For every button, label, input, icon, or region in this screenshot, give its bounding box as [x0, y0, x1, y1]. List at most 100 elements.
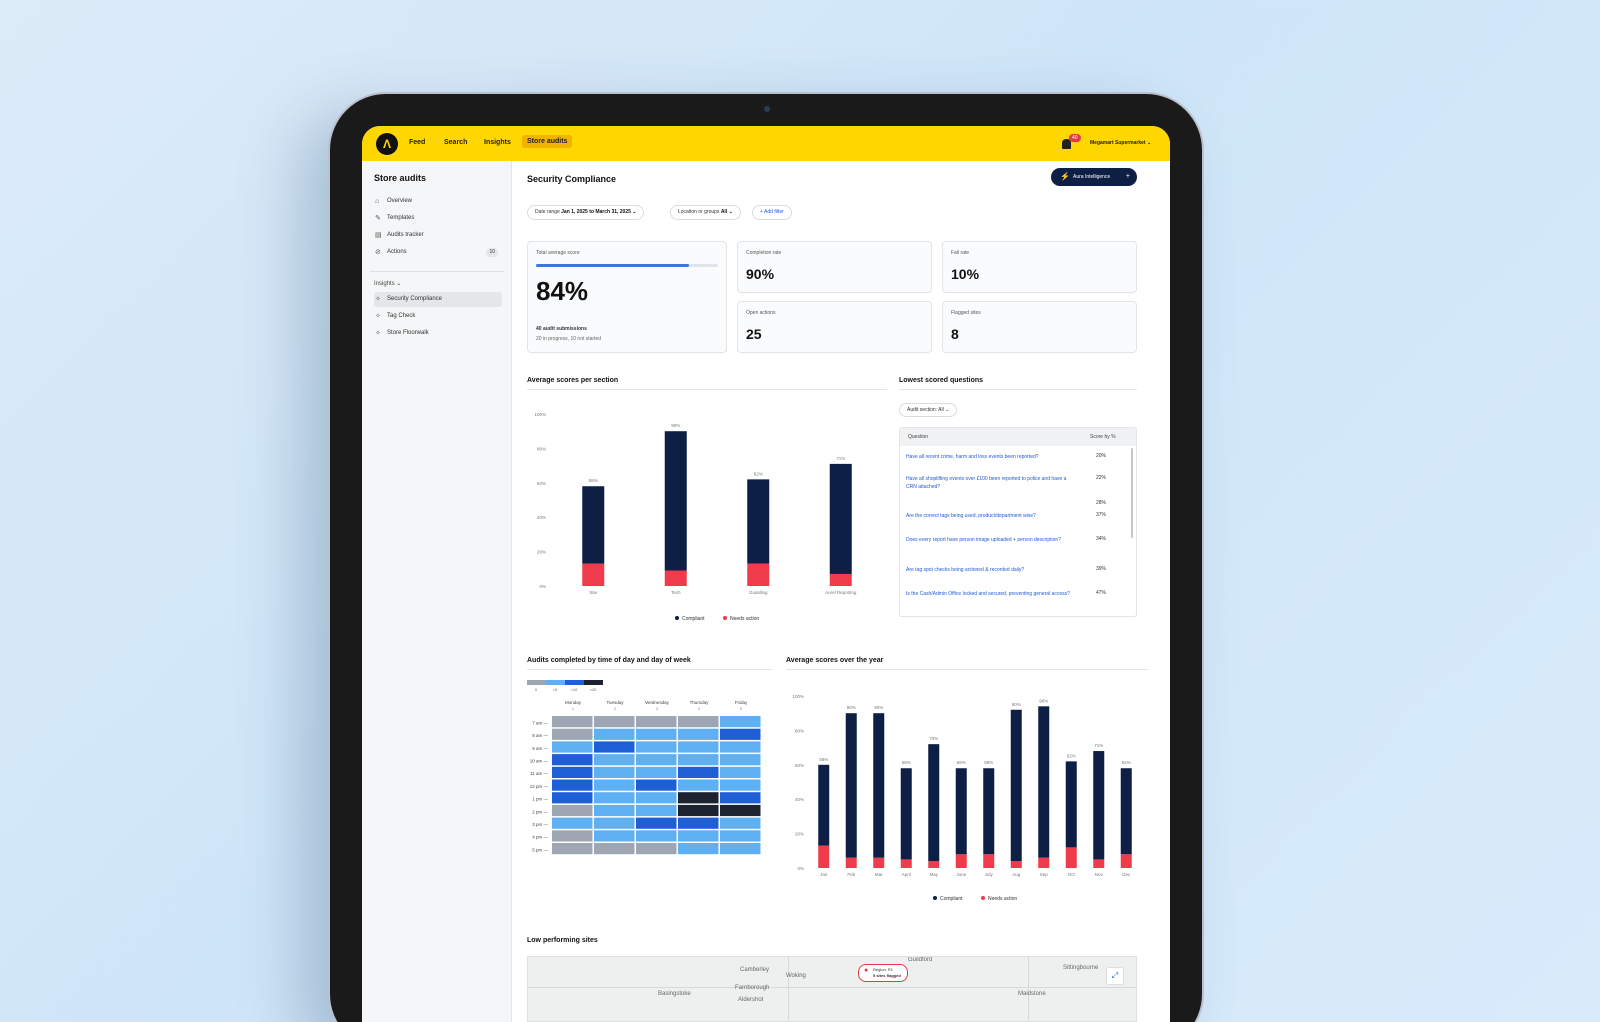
sidebar-item-templates[interactable]: ✎ Templates: [374, 211, 502, 226]
bar-needs-action: [1038, 857, 1050, 868]
legend-label: Needs action: [730, 616, 759, 622]
table-row[interactable]: Is the Cash/Admin Office locked and secu…: [906, 590, 1128, 598]
x-tick-label: Dec: [1122, 872, 1131, 877]
bar-compliant: [1065, 761, 1077, 848]
question-link[interactable]: Have all recent crime, harm and loss eve…: [906, 454, 1039, 460]
heatmap-cell: [594, 754, 635, 766]
y-tick-label: 0%: [797, 866, 804, 871]
heatmap-column-sub: 4: [698, 706, 701, 711]
sidebar-item-store-floorwalk[interactable]: ✧ Store Floorwalk: [374, 326, 502, 341]
bar-data-label: 62%: [1122, 760, 1131, 765]
table-row[interactable]: Are the correct tags being used, product…: [906, 512, 1128, 520]
bar-data-label: 70%: [929, 736, 938, 741]
kpi-value: 90%: [746, 266, 775, 282]
audit-section-dropdown[interactable]: Audit section: All ⌄: [899, 403, 958, 417]
question-score: 34%: [1096, 536, 1107, 542]
bell-icon[interactable]: [1062, 139, 1071, 149]
nav-insights[interactable]: Insights: [484, 139, 511, 146]
legend-label: Needs action: [988, 896, 1017, 902]
nav-search[interactable]: Search: [444, 139, 468, 146]
heatmap-cell: [720, 728, 761, 740]
heatmap-cell: [636, 716, 677, 728]
legend-label: Compliant: [940, 896, 963, 902]
kpi-label: Open actions: [746, 310, 776, 316]
low-sites-map[interactable]: Camberley Woking Farnborough Basingstoke…: [527, 956, 1137, 1022]
heatmap-cell: [552, 830, 593, 842]
heatmap-row-label: 4 pm —: [532, 835, 548, 840]
heatmap-scale-swatch: [527, 680, 546, 685]
table-row[interactable]: Have all recent crime, harm and loss eve…: [906, 453, 1128, 461]
lowest-questions-table: Question Score by % Have all recent crim…: [899, 427, 1137, 617]
question-link[interactable]: Are tag spot checks being actioned & rec…: [906, 567, 1025, 573]
sidebar-item-label: Overview: [387, 198, 413, 204]
heatmap-cell: [720, 804, 761, 817]
table-scrollbar[interactable]: [1131, 448, 1133, 538]
heatmap-cell: [594, 728, 635, 740]
sidebar-item-tag-check[interactable]: ✧ Tag Check: [374, 309, 502, 324]
heatmap-cell: [552, 728, 593, 740]
heatmap-row-label: 7 am —: [532, 720, 548, 725]
x-tick-label: Sep: [1040, 872, 1049, 877]
x-tick-label: July: [985, 872, 994, 877]
heatmap-scale-label: 0: [535, 687, 538, 692]
nav-feed[interactable]: Feed: [409, 139, 426, 146]
heatmap-cell: [594, 779, 635, 791]
app-logo-icon[interactable]: Λ: [376, 133, 398, 155]
legend-swatch-needs-action: [723, 616, 727, 620]
bar-data-label: 58%: [819, 757, 828, 762]
sidebar-item-security-compliance[interactable]: ✧ Security Compliance: [374, 292, 502, 307]
kpi-label: Total average score: [536, 250, 580, 256]
filter-label: Date range: [535, 209, 560, 215]
filter-label: Location or groups: [678, 209, 720, 215]
bar-needs-action: [900, 859, 912, 868]
map-region-marker[interactable]: ● Region: R1 5 sites flagged: [858, 964, 908, 982]
question-link[interactable]: Does every report have person image uplo…: [906, 537, 1061, 543]
expand-map-icon[interactable]: ⤢: [1106, 967, 1124, 985]
bar-data-label: 58%: [984, 760, 993, 765]
heatmap-cell: [720, 716, 761, 728]
table-row[interactable]: Does every report have person image uplo…: [906, 536, 1128, 544]
question-link[interactable]: Have all shoplifting events over £100 be…: [906, 476, 1067, 490]
bar-compliant: [829, 463, 852, 574]
heatmap-cell: [552, 754, 593, 766]
map-place-label: Aldershot: [738, 997, 764, 1003]
section-title-avg-section: Average scores per section: [527, 377, 619, 384]
nav-store-audits[interactable]: Store audits: [522, 135, 573, 148]
map-place-label: Guildford: [908, 957, 933, 963]
x-tick-label: Aug: [1012, 872, 1021, 877]
table-row[interactable]: Have all shoplifting events over £100 be…: [906, 475, 1128, 491]
bar-needs-action: [1120, 854, 1132, 868]
map-place-label: Sittingbourne: [1063, 965, 1099, 971]
map-road: [1028, 957, 1029, 1021]
sidebar-item-overview[interactable]: ⌂ Overview: [374, 194, 502, 209]
x-tick-label: Guarding: [749, 590, 768, 595]
question-score: 47%: [1096, 590, 1107, 596]
add-filter-button[interactable]: + Add filter: [752, 205, 792, 220]
account-menu[interactable]: Megamart Supermarket ⌄: [1090, 140, 1152, 146]
heatmap-row-label: 2 pm —: [532, 809, 548, 814]
insights-group-toggle[interactable]: Insights ⌄: [374, 281, 402, 287]
heatmap-column-sub: 5: [740, 706, 743, 711]
heatmap-cell: [594, 830, 635, 842]
sidebar-item-audits-tracker[interactable]: ▤ Audits tracker: [374, 228, 502, 243]
completion-rate-card: Completion rate 90%: [737, 241, 932, 293]
heatmap-cell: [678, 754, 719, 766]
kpi-label: Completion rate: [746, 250, 782, 256]
aura-intelligence-button[interactable]: ⚡ Aura Intelligence +: [1051, 168, 1137, 186]
section-divider: [527, 669, 772, 670]
heatmap-cell: [720, 792, 761, 804]
bar-data-label: 58%: [589, 478, 598, 483]
bar-needs-action: [983, 854, 995, 868]
bar-compliant: [664, 431, 687, 571]
bar-needs-action: [818, 845, 830, 868]
question-link[interactable]: Is the Cash/Admin Office locked and secu…: [906, 591, 1070, 597]
question-link[interactable]: Are the correct tags being used, product…: [906, 513, 1036, 519]
date-range-filter[interactable]: Date range Jan 1, 2025 to March 31, 2025…: [527, 205, 645, 220]
table-row[interactable]: Are tag spot checks being actioned & rec…: [906, 566, 1128, 574]
sidebar-item-actions[interactable]: ⊘ Actions 10: [374, 245, 502, 260]
legend-swatch-compliant: [675, 616, 679, 620]
kpi-value: 10%: [951, 266, 980, 282]
location-filter[interactable]: Location or groups All ⌄: [670, 205, 741, 220]
y-tick-label: 40%: [537, 515, 546, 520]
